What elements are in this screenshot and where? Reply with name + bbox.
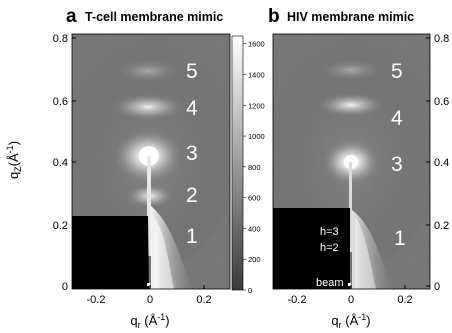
panel-b-ytick-0.8: 0.8 xyxy=(434,33,449,45)
panel-a-order-3: 3 xyxy=(186,142,198,165)
annotation-h2: h=2 xyxy=(320,242,339,254)
annotation-beam: beam xyxy=(316,277,344,289)
colorbar-tick-label-1200: 1200 xyxy=(248,101,265,110)
panel-b-x-axis: -0.2 0 0.2 xyxy=(288,285,413,306)
panel-a-title: T-cell membrane mimic xyxy=(85,10,223,24)
panel-b-order-3: 3 xyxy=(391,153,403,176)
panel-a-xlabel: qr (Å-1) xyxy=(130,312,169,330)
colorbar-tick-label-800: 800 xyxy=(248,163,261,172)
panel-a: a T-cell membrane mimic 5 1 2 xyxy=(53,6,231,330)
qz-axis-label: qZ(Å-1) xyxy=(5,141,23,179)
panel-b-ytick-0.2: 0.2 xyxy=(434,220,449,232)
panel-a-y-axis: 0 0.2 0.4 0.6 0.8 xyxy=(53,33,76,293)
panel-b-y-axis: 0 0.2 0.4 0.6 0.8 xyxy=(426,33,449,293)
panel-b-xtick-0: 0 xyxy=(348,294,354,306)
panel-a-xtick-0: 0 xyxy=(147,294,153,306)
panel-a-ytick-0.6: 0.6 xyxy=(53,96,68,108)
panel-b-title: HIV membrane mimic xyxy=(287,10,414,24)
panel-a-ytick-0.4: 0.4 xyxy=(53,157,68,169)
colorbar-tick-label-600: 600 xyxy=(248,194,261,203)
panel-a-order-5: 5 xyxy=(186,60,198,83)
colorbar: 0 200 400 600 800 1000 1200 1400 1600 xyxy=(231,35,265,295)
colorbar-tick-label-0: 0 xyxy=(248,286,252,295)
panel-b-order-1: 1 xyxy=(394,227,406,250)
panel-b-heatmap xyxy=(273,34,430,289)
panel-b-xlabel: qr (Å-1) xyxy=(331,312,370,330)
panel-b-ytick-0.4: 0.4 xyxy=(434,157,449,169)
colorbar-gradient xyxy=(231,35,244,291)
panel-a-order-4: 4 xyxy=(186,97,198,120)
panel-a-xtick-neg0.2: -0.2 xyxy=(87,294,106,306)
panel-a-x-axis: -0.2 0 0.2 xyxy=(87,285,212,306)
panel-a-ytick-0: 0 xyxy=(62,281,68,293)
annotation-h3: h=3 xyxy=(320,226,339,238)
panel-b-order-4: 4 xyxy=(391,107,403,130)
panel-a-ytick-0.8: 0.8 xyxy=(53,33,68,45)
panel-a-order-2: 2 xyxy=(186,184,198,207)
panel-a-order-1: 1 xyxy=(186,225,198,248)
panel-b-ytick-0: 0 xyxy=(434,281,440,293)
colorbar-tick-label-1600: 1600 xyxy=(248,40,265,49)
panel-a-xtick-0.2: 0.2 xyxy=(196,294,211,306)
panel-a-letter: a xyxy=(66,6,77,27)
colorbar-tick-label-1000: 1000 xyxy=(248,132,265,141)
colorbar-tick-label-400: 400 xyxy=(248,224,261,233)
panel-b-xtick-neg0.2: -0.2 xyxy=(288,294,307,306)
colorbar-tick-label-200: 200 xyxy=(248,255,261,264)
panel-b-letter: b xyxy=(268,6,280,27)
colorbar-tick-label-1400: 1400 xyxy=(248,70,265,79)
panel-a-heatmap xyxy=(72,34,230,289)
panel-b-ytick-0.6: 0.6 xyxy=(434,96,449,108)
panel-a-ytick-0.2: 0.2 xyxy=(53,220,68,232)
panel-b-xtick-0.2: 0.2 xyxy=(397,294,412,306)
panel-b-order-5: 5 xyxy=(391,60,403,83)
panel-b: b HIV membrane mimic 5 4 3 1 h=3 h=2 bea… xyxy=(268,6,449,330)
